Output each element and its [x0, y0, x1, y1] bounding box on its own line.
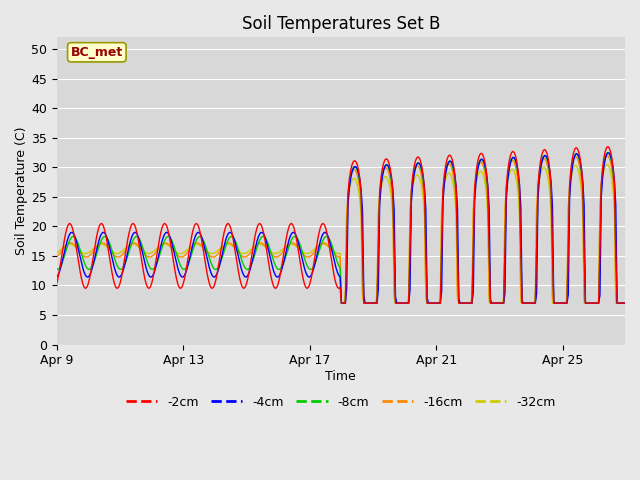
Y-axis label: Soil Temperature (C): Soil Temperature (C): [15, 127, 28, 255]
Legend: -2cm, -4cm, -8cm, -16cm, -32cm: -2cm, -4cm, -8cm, -16cm, -32cm: [121, 391, 561, 414]
Title: Soil Temperatures Set B: Soil Temperatures Set B: [241, 15, 440, 33]
X-axis label: Time: Time: [325, 370, 356, 383]
Text: BC_met: BC_met: [70, 46, 123, 59]
